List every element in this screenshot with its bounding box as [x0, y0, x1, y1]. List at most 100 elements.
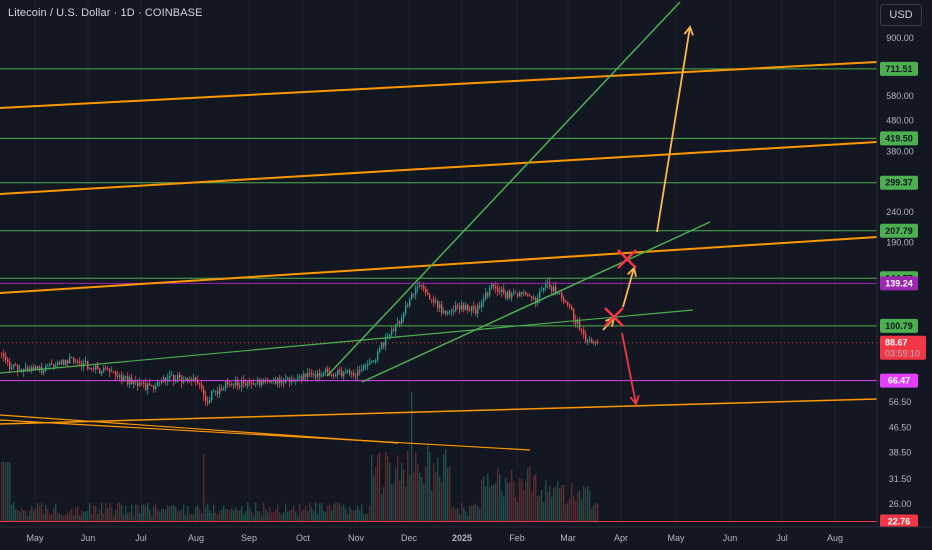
candle-body [81, 363, 83, 367]
time-tick-label: Jun [81, 533, 96, 543]
candle-body [225, 381, 227, 389]
candle-body [523, 292, 525, 294]
volume-bar [93, 505, 95, 522]
candle-body [389, 334, 391, 337]
volume-bar [125, 505, 127, 522]
symbol-title[interactable]: Litecoin / U.S. Dollar · 1D · COINBASE [8, 7, 203, 19]
candle-body [529, 294, 531, 297]
grid [34, 0, 836, 525]
candle-body [399, 321, 401, 324]
volume-bar [589, 491, 591, 522]
candle-body [333, 374, 335, 377]
countdown-label: 03:59:10 [885, 349, 920, 359]
candle-body [241, 380, 243, 387]
candle-body [365, 365, 367, 367]
volume-bar [159, 511, 161, 522]
volume-bar [381, 494, 383, 522]
time-axis[interactable] [0, 527, 932, 550]
candle-body [473, 305, 475, 309]
drawings[interactable] [0, 1, 878, 451]
candle-body [359, 370, 361, 372]
candle-body [503, 288, 505, 293]
volume-bar [101, 502, 103, 522]
candle-body [337, 370, 339, 376]
volume-bar [147, 502, 149, 522]
candle-body [67, 360, 69, 364]
volume-bar [391, 483, 393, 522]
level-tag-label: 139.24 [885, 278, 913, 288]
resistance-channel-line[interactable] [0, 236, 878, 294]
level-tag[interactable] [880, 61, 918, 76]
volume-bar [279, 512, 281, 522]
volume-bar [343, 504, 345, 522]
resistance-channel-line[interactable] [0, 61, 878, 109]
volume-bar [539, 495, 541, 522]
volume-bar [89, 503, 91, 522]
green-trend-line[interactable] [361, 221, 711, 383]
level-tag[interactable] [880, 276, 918, 291]
candle-body [543, 287, 545, 291]
volume-bar [53, 508, 55, 522]
volume-bar [153, 506, 155, 522]
volume-bar [81, 509, 83, 522]
candle-body [315, 374, 317, 377]
candle-body [411, 293, 413, 300]
volume-bar [577, 491, 579, 522]
volume-bar [403, 468, 405, 522]
candle-body [363, 365, 365, 370]
level-tag[interactable] [880, 223, 918, 238]
candle-body [223, 388, 225, 390]
candle-body [423, 286, 425, 289]
volume-bar [397, 455, 399, 522]
green-trend-line[interactable] [0, 309, 694, 374]
level-tags: 711.51419.50299.37207.79144.77139.24100.… [880, 61, 926, 529]
descending-trend-line[interactable] [0, 419, 531, 451]
level-tag[interactable] [880, 318, 918, 333]
volume-bar [459, 514, 461, 522]
volume-bar [211, 513, 213, 522]
x-mark[interactable] [617, 249, 637, 269]
arrow-up-mid[interactable] [622, 267, 635, 308]
arrow-down-target[interactable] [621, 332, 637, 405]
level-tag[interactable] [880, 131, 918, 146]
volume-bar [85, 510, 87, 522]
volume-bar [243, 514, 245, 522]
candle-body [147, 383, 149, 390]
volume-bar [483, 476, 485, 522]
volume-bar [263, 502, 265, 522]
volume-bar [179, 511, 181, 522]
candle-body [61, 360, 63, 365]
volume-bar [165, 509, 167, 522]
level-tag[interactable] [880, 514, 918, 529]
volume-bar [227, 509, 229, 522]
currency-button[interactable]: USD [880, 4, 922, 26]
volume-bar [135, 504, 137, 522]
volume-bar [519, 478, 521, 522]
volume-bar [305, 506, 307, 522]
x-mark[interactable] [604, 307, 624, 327]
resistance-channel-line[interactable] [0, 141, 878, 195]
volume-bar [257, 511, 259, 522]
volume-bar [337, 502, 339, 522]
green-trend-line[interactable] [326, 1, 681, 377]
last-price-tag[interactable] [880, 335, 926, 360]
candle-body [555, 286, 557, 295]
volume-bar [367, 514, 369, 522]
volume-bar [411, 392, 413, 522]
volume-bar [293, 505, 295, 522]
volume-bar [499, 474, 501, 522]
support-trend-line[interactable] [0, 398, 878, 425]
volume-bar [259, 511, 261, 522]
arrow-up-target[interactable] [656, 26, 691, 233]
candle-body [123, 376, 125, 382]
volume-bar [111, 507, 113, 522]
volume-bar [63, 515, 65, 522]
candle-body [289, 377, 291, 383]
candle-body [307, 372, 309, 378]
candle-body [29, 369, 31, 371]
level-tag[interactable] [880, 373, 918, 388]
volume-bar [155, 503, 157, 522]
volume-bar [215, 512, 217, 522]
level-tag[interactable] [880, 175, 918, 190]
